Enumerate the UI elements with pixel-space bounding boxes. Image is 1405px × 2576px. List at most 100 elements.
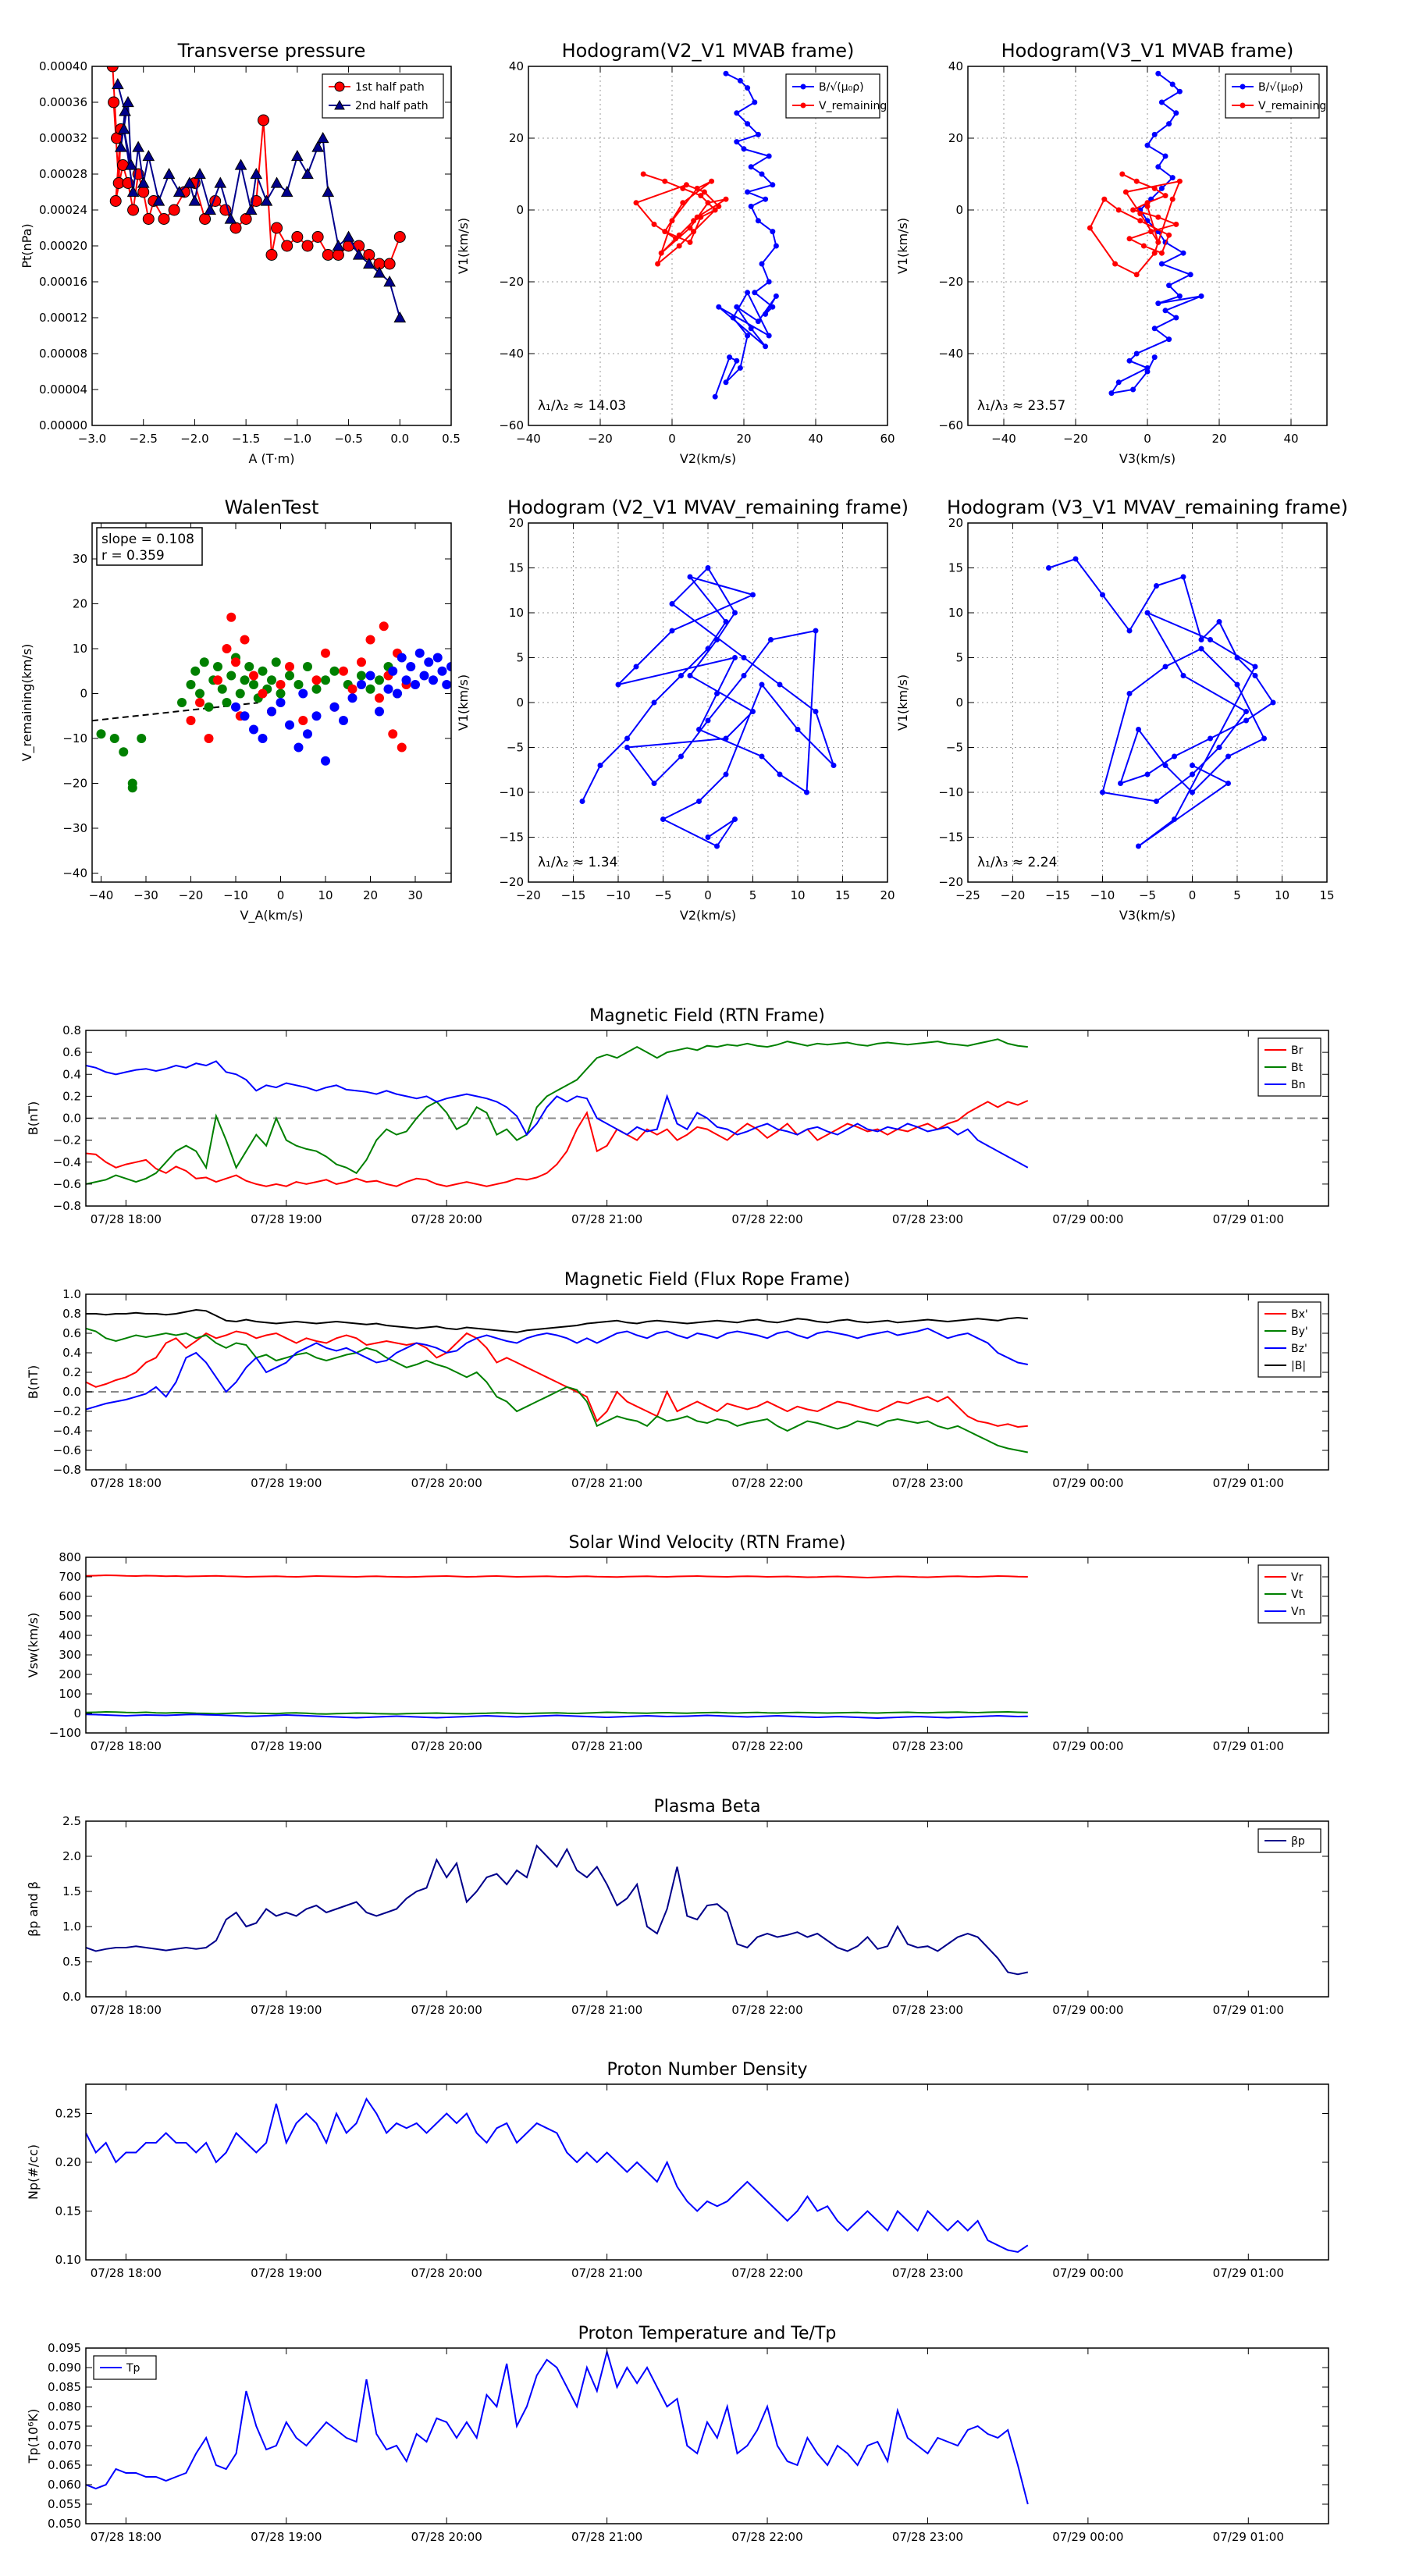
data-point: [339, 716, 348, 725]
x-tick-label: −10: [223, 888, 248, 902]
data-point: [1198, 637, 1204, 642]
chart-title: WalenTest: [225, 496, 319, 518]
data-point: [1187, 272, 1193, 278]
data-point: [709, 178, 715, 184]
y-tick-label: 0.00008: [39, 347, 87, 361]
data-point: [388, 729, 398, 739]
data-point: [1158, 261, 1165, 267]
x-tick-label: 07/29 01:00: [1213, 2266, 1284, 2280]
y-axis-label: Vsw(km/s): [26, 1613, 41, 1678]
plot-area: [579, 565, 837, 849]
chart-title: Hodogram(V3_V1 MVAB frame): [1001, 40, 1294, 62]
data-point: [311, 231, 324, 243]
data-point: [1190, 771, 1195, 777]
y-tick-label: 0.00000: [39, 418, 87, 432]
data-point: [712, 393, 718, 400]
data-point: [683, 182, 689, 188]
data-point: [1169, 81, 1176, 87]
data-point: [1133, 272, 1140, 278]
data-point: [109, 195, 122, 207]
x-tick-label: −1.0: [283, 432, 311, 446]
data-point: [250, 167, 263, 180]
data-point: [1108, 390, 1115, 397]
x-tick-label: 10: [1275, 888, 1289, 902]
data-point: [673, 236, 679, 242]
data-point: [737, 77, 743, 84]
data-point: [234, 158, 247, 170]
data-point: [383, 258, 396, 270]
x-tick-label: 07/28 21:00: [571, 1739, 642, 1753]
data-point: [1155, 214, 1161, 220]
data-point: [347, 693, 357, 703]
data-point: [1151, 250, 1158, 256]
data-point: [437, 666, 447, 676]
y-tick-label: −40: [499, 347, 524, 361]
y-tick-label: −60: [938, 418, 963, 432]
x-tick-label: 0.5: [442, 432, 461, 446]
data-point: [213, 675, 222, 685]
y-tick-label: 5: [955, 651, 963, 665]
y-axis-label: βp and β: [26, 1881, 41, 1937]
data-point: [723, 196, 729, 202]
data-point: [716, 203, 722, 209]
y-axis-label: V1(km/s): [895, 674, 910, 731]
data-point: [662, 178, 668, 184]
y-tick-label: −0.8: [53, 1199, 81, 1213]
y-tick-label: 0.00020: [39, 239, 87, 253]
y-tick-label: −20: [499, 275, 524, 289]
y-tick-label: 10: [509, 606, 524, 620]
data-point: [240, 711, 250, 721]
data-point: [270, 176, 283, 188]
data-point: [127, 204, 140, 216]
series-line: [1109, 73, 1202, 394]
y-tick-label: −0.4: [53, 1424, 81, 1438]
data-point: [1158, 99, 1165, 105]
data-point: [393, 311, 407, 323]
series-line: [86, 1574, 1028, 1579]
data-point: [388, 666, 398, 676]
data-point: [730, 315, 736, 321]
data-point: [691, 229, 697, 235]
y-tick-label: 0.25: [55, 2107, 81, 2121]
data-point: [734, 139, 740, 145]
x-axis-label: V2(km/s): [680, 451, 736, 466]
data-point: [734, 110, 740, 116]
plot-area: [86, 1574, 1028, 1720]
data-point: [114, 141, 127, 152]
y-axis-label: B(nT): [26, 1101, 41, 1135]
data-point: [1172, 817, 1177, 822]
y-tick-label: 0.4: [62, 1346, 81, 1360]
data-point: [347, 684, 357, 694]
data-point: [1151, 354, 1158, 361]
legend-marker: [1240, 102, 1246, 109]
axes-frame: [85, 2347, 1329, 2524]
series-line: [1089, 173, 1182, 276]
y-tick-label: 0.2: [62, 1365, 81, 1379]
data-point: [777, 681, 783, 688]
data-point: [186, 680, 196, 689]
data-point: [1173, 315, 1179, 321]
y-tick-label: −40: [62, 866, 87, 881]
x-tick-label: 07/28 20:00: [411, 1212, 482, 1226]
y-tick-label: 15: [509, 561, 524, 575]
legend: Tp: [93, 2355, 157, 2380]
series-vt: [86, 1710, 1028, 1715]
x-tick-label: 07/28 18:00: [91, 1212, 162, 1226]
annotation-text: λ₁/λ₃ ≈ 23.57: [977, 398, 1065, 414]
data-point: [383, 684, 393, 694]
y-tick-label: 0.15: [55, 2204, 81, 2218]
data-point: [750, 592, 756, 598]
data-point: [357, 657, 366, 667]
data-point: [285, 662, 294, 671]
data-point: [1137, 211, 1144, 217]
x-tick-label: −2.0: [180, 432, 208, 446]
series-s0: [579, 565, 837, 849]
series-vremaining: [633, 171, 729, 267]
chart-title: Hodogram(V2_V1 MVAB frame): [562, 40, 855, 62]
chart-ts_vel: Solar Wind Velocity (RTN Frame) 07/28 18:…: [26, 1533, 1329, 1753]
data-point: [301, 167, 314, 180]
legend-marker: [334, 81, 345, 92]
data-point: [1151, 185, 1158, 191]
y-tick-label: 15: [948, 561, 963, 575]
